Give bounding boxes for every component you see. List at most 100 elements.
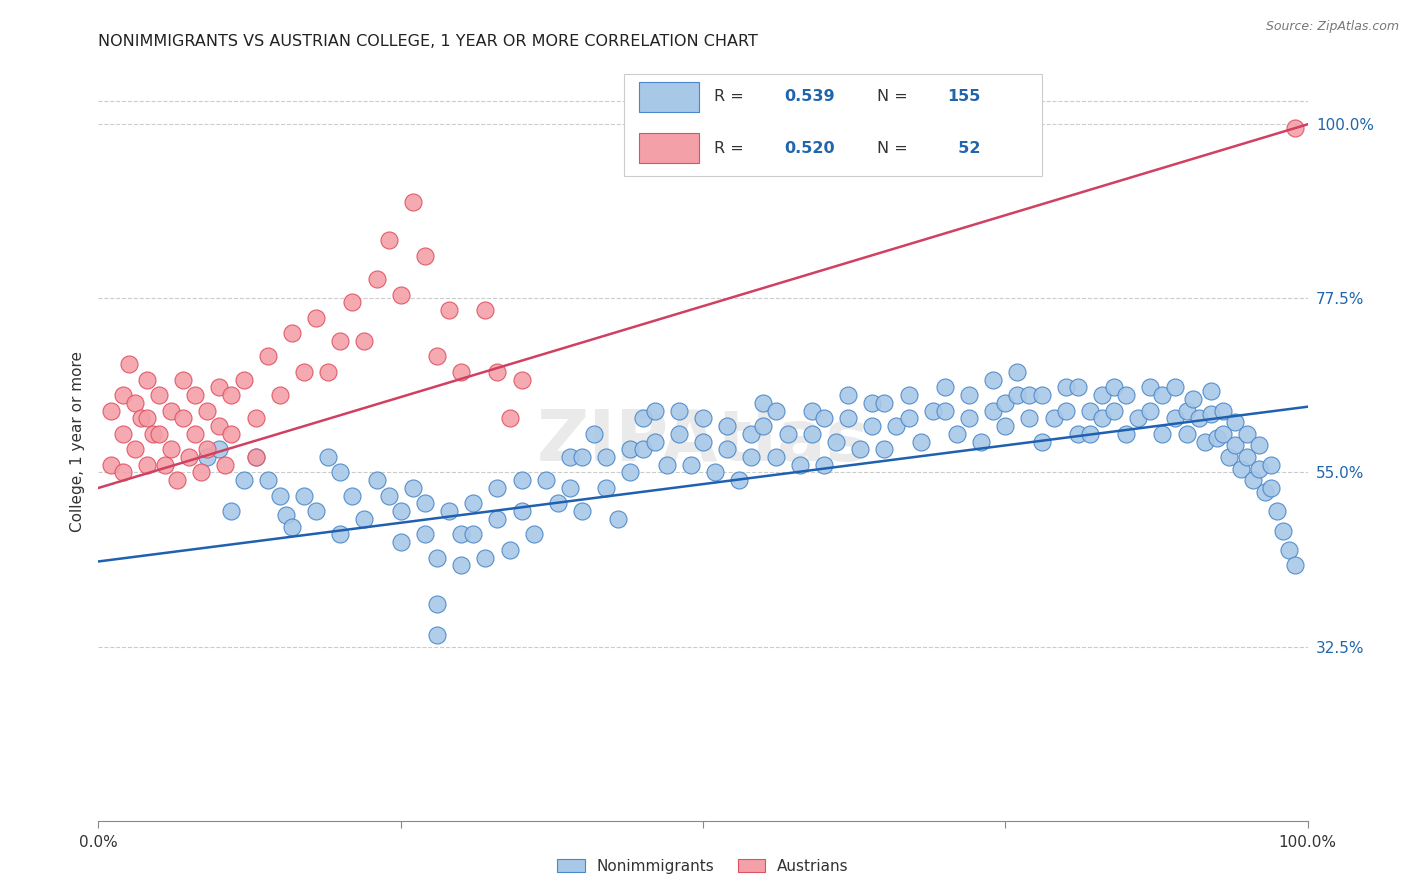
Point [1272,524,1295,538]
Point [124,396,146,410]
Point [1115,426,1137,441]
Point [716,419,738,434]
Point [970,434,993,449]
Point [728,473,751,487]
Point [1078,403,1101,417]
Text: N =: N = [877,141,912,155]
Point [208,442,231,457]
Point [195,450,218,464]
Point [873,396,896,410]
Point [1163,411,1185,425]
Point [558,481,581,495]
Point [837,388,859,402]
Point [329,334,352,348]
Legend: Nonimmigrants, Austrians: Nonimmigrants, Austrians [551,853,855,880]
Point [463,527,485,541]
Point [292,365,315,379]
Text: 0.520: 0.520 [785,141,835,155]
Point [135,458,157,472]
Point [221,388,243,402]
Point [366,473,388,487]
Point [402,481,425,495]
Point [1284,558,1306,573]
Point [981,403,1004,417]
Point [800,403,823,417]
Point [316,365,339,379]
Point [607,512,630,526]
Point [776,426,799,441]
Point [245,411,267,425]
Point [837,411,859,425]
Point [166,473,188,487]
Point [111,426,134,441]
Point [111,466,134,480]
Point [413,527,436,541]
Point [329,466,352,480]
Point [1007,388,1029,402]
Point [679,458,702,472]
Point [813,411,835,425]
Point [1139,380,1161,394]
Point [1199,408,1222,422]
Point [655,458,678,472]
Point [329,527,352,541]
Point [208,419,231,434]
Point [148,426,170,441]
Point [100,403,122,417]
Point [1054,403,1077,417]
Point [474,550,496,565]
Point [981,373,1004,387]
Point [274,508,297,522]
Point [558,450,581,464]
Point [1223,415,1246,429]
Point [716,442,738,457]
Point [232,473,254,487]
Point [245,450,267,464]
Point [353,334,375,348]
Y-axis label: College, 1 year or more: College, 1 year or more [69,351,84,532]
Point [1078,426,1101,441]
Point [547,496,569,510]
FancyBboxPatch shape [638,133,699,163]
Point [111,388,134,402]
Point [1115,388,1137,402]
Point [1236,426,1258,441]
Point [860,396,883,410]
Point [1260,481,1282,495]
Point [1042,411,1064,425]
Point [1212,403,1234,417]
Point [486,512,509,526]
Point [825,434,848,449]
Point [957,411,980,425]
Point [1152,426,1174,441]
Point [377,489,399,503]
Point [595,450,617,464]
Point [1007,365,1029,379]
Point [994,396,1017,410]
Text: 155: 155 [948,89,980,104]
Point [1218,450,1240,464]
Point [316,450,339,464]
Point [921,403,943,417]
Point [1054,380,1077,394]
Point [957,388,980,402]
Point [342,295,364,310]
Point [135,373,157,387]
Point [1175,426,1198,441]
Point [692,411,714,425]
Point [1067,426,1090,441]
FancyBboxPatch shape [638,82,699,112]
Point [474,303,496,318]
Point [1018,388,1040,402]
Point [426,350,449,364]
Point [426,597,449,611]
Point [1031,434,1053,449]
Point [118,357,141,371]
Point [256,473,278,487]
Point [450,558,472,573]
Point [160,442,183,457]
Point [142,426,165,441]
Point [153,458,176,472]
Point [1163,380,1185,394]
Point [595,481,617,495]
